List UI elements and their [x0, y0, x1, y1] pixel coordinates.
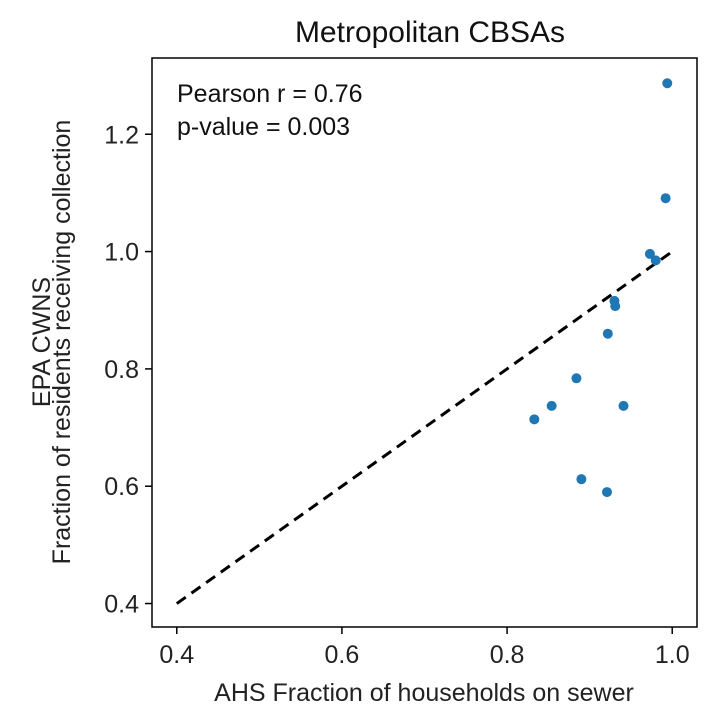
- x-tick-label: 0.6: [325, 641, 360, 669]
- x-tick-label: 1.0: [655, 641, 690, 669]
- y-tick-label: 1.2: [104, 121, 139, 149]
- x-axis-label: AHS Fraction of households on sewer: [214, 679, 634, 707]
- plot-area: [151, 57, 698, 628]
- x-tick-label: 0.4: [159, 641, 194, 669]
- data-point-9: [618, 400, 629, 411]
- y-tick-label: 0.4: [104, 591, 139, 619]
- y-tick-label: 0.8: [104, 356, 139, 384]
- y-axis-label-line-1: EPA CWNS: [28, 277, 56, 407]
- data-point-12: [601, 487, 612, 498]
- p-value-annotation: p-value = 0.003: [177, 113, 350, 141]
- chart-title: Metropolitan CBSAs: [295, 16, 565, 49]
- data-point-3: [650, 255, 661, 266]
- data-point-11: [576, 474, 587, 485]
- y-axis-ticks: 0.4 0.6 0.8 1.0 1.2: [104, 121, 152, 619]
- data-point-6: [602, 328, 613, 339]
- data-point-10: [529, 414, 540, 425]
- x-axis-ticks: 0.4 0.6 0.8 1.0: [159, 627, 690, 669]
- y-axis-label: EPA CWNS Fraction of residents receiving…: [28, 120, 76, 565]
- y-tick-label: 0.6: [104, 473, 139, 501]
- data-point-8: [546, 400, 557, 411]
- pearson-r-annotation: Pearson r = 0.76: [177, 80, 363, 108]
- data-point-5: [610, 301, 621, 312]
- data-points: [529, 78, 673, 498]
- plot-frame: [151, 57, 698, 628]
- data-point-1: [660, 193, 671, 204]
- identity-reference-line: [175, 250, 674, 605]
- data-point-0: [662, 78, 673, 89]
- data-point-2: [644, 248, 655, 259]
- y-tick-label: 1.0: [104, 239, 139, 267]
- x-tick-label: 0.8: [490, 641, 525, 669]
- y-axis-label-line-2: Fraction of residents receiving collecti…: [48, 120, 76, 565]
- data-point-7: [571, 373, 582, 384]
